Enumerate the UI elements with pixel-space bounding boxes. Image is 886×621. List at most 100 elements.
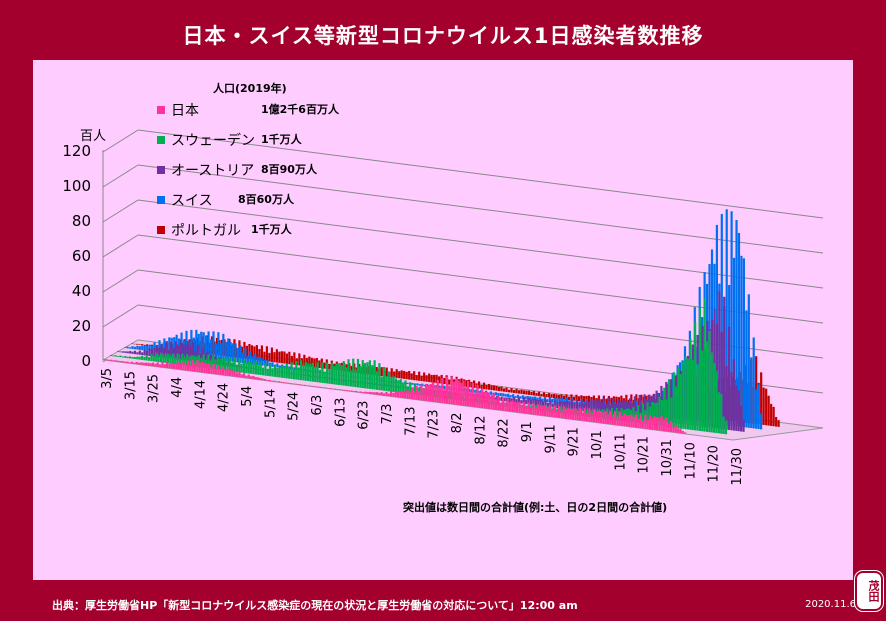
bar bbox=[268, 379, 271, 382]
bar bbox=[536, 397, 539, 401]
bar bbox=[579, 407, 582, 421]
bar bbox=[679, 374, 682, 429]
x-tick-label: 8/22 bbox=[497, 418, 512, 447]
bar bbox=[438, 385, 441, 389]
bar bbox=[275, 349, 278, 363]
bar bbox=[609, 410, 612, 425]
bar bbox=[208, 363, 211, 374]
legend-swatch bbox=[157, 196, 165, 204]
bar bbox=[143, 349, 146, 356]
bar bbox=[128, 362, 131, 364]
bar bbox=[143, 345, 146, 351]
x-tick-label: 9/21 bbox=[567, 427, 582, 456]
bar bbox=[131, 356, 134, 359]
bar bbox=[646, 402, 649, 425]
bar bbox=[432, 382, 435, 402]
bar bbox=[576, 410, 579, 421]
bar bbox=[145, 362, 148, 366]
bar bbox=[135, 343, 139, 345]
bar bbox=[508, 397, 511, 402]
bar bbox=[510, 388, 513, 393]
bar bbox=[278, 365, 281, 368]
bar bbox=[355, 367, 358, 373]
bar bbox=[672, 426, 675, 433]
bar bbox=[525, 390, 528, 395]
bar bbox=[124, 347, 127, 348]
bar bbox=[447, 394, 450, 399]
bar bbox=[644, 399, 647, 415]
x-tick-label: 7/13 bbox=[403, 407, 418, 436]
bar bbox=[153, 342, 156, 352]
bar bbox=[610, 397, 613, 406]
bar bbox=[537, 404, 540, 416]
bar bbox=[271, 368, 274, 377]
bar bbox=[385, 376, 388, 392]
bar bbox=[142, 362, 145, 366]
bar bbox=[314, 366, 317, 382]
bar bbox=[302, 365, 305, 381]
bar bbox=[126, 346, 129, 349]
bar bbox=[182, 343, 185, 361]
bar bbox=[449, 393, 452, 400]
bar bbox=[379, 379, 382, 381]
bar bbox=[217, 332, 220, 360]
bar bbox=[587, 395, 591, 403]
bar bbox=[152, 362, 155, 367]
bar bbox=[406, 382, 409, 385]
bar bbox=[203, 362, 206, 373]
bar bbox=[278, 351, 281, 363]
bar bbox=[334, 388, 337, 390]
bar bbox=[182, 361, 185, 371]
bar bbox=[632, 416, 635, 428]
bar bbox=[224, 369, 227, 376]
bar bbox=[511, 400, 514, 412]
bar bbox=[138, 362, 141, 365]
bar bbox=[540, 393, 543, 397]
bar bbox=[725, 209, 728, 425]
bar bbox=[191, 342, 195, 362]
bar bbox=[514, 396, 517, 398]
bar bbox=[674, 424, 677, 433]
x-tick-label: 10/31 bbox=[660, 439, 675, 476]
bar bbox=[503, 397, 506, 402]
bar bbox=[308, 356, 311, 367]
bar bbox=[757, 383, 760, 430]
bar bbox=[288, 366, 291, 370]
x-tick-label: 3/25 bbox=[147, 374, 162, 403]
bar bbox=[216, 356, 220, 370]
bar bbox=[637, 418, 640, 428]
bar bbox=[224, 341, 227, 361]
bar bbox=[177, 345, 180, 360]
bar bbox=[471, 382, 474, 407]
bar bbox=[290, 355, 293, 365]
bar bbox=[103, 359, 106, 360]
bar bbox=[228, 338, 231, 357]
bar bbox=[496, 395, 499, 401]
bar bbox=[469, 391, 472, 407]
bar bbox=[660, 416, 663, 431]
bar bbox=[309, 364, 312, 382]
bar bbox=[727, 326, 731, 430]
bar bbox=[155, 353, 158, 362]
x-tick-label: 4/24 bbox=[217, 383, 232, 412]
bar bbox=[168, 337, 171, 354]
bar bbox=[249, 351, 252, 365]
bar bbox=[553, 405, 556, 418]
bar bbox=[518, 401, 521, 413]
bar bbox=[605, 398, 608, 405]
bar bbox=[562, 406, 565, 419]
bar bbox=[334, 378, 337, 380]
bar bbox=[760, 372, 763, 425]
bar bbox=[658, 417, 661, 431]
x-tick-label: 5/4 bbox=[240, 386, 255, 407]
bar bbox=[413, 371, 416, 381]
bar bbox=[715, 370, 718, 434]
bar bbox=[326, 362, 329, 384]
bar bbox=[158, 340, 161, 353]
bar bbox=[323, 362, 326, 369]
bar bbox=[245, 362, 248, 374]
bar bbox=[568, 401, 571, 410]
bar bbox=[737, 390, 740, 432]
bar bbox=[519, 396, 522, 399]
